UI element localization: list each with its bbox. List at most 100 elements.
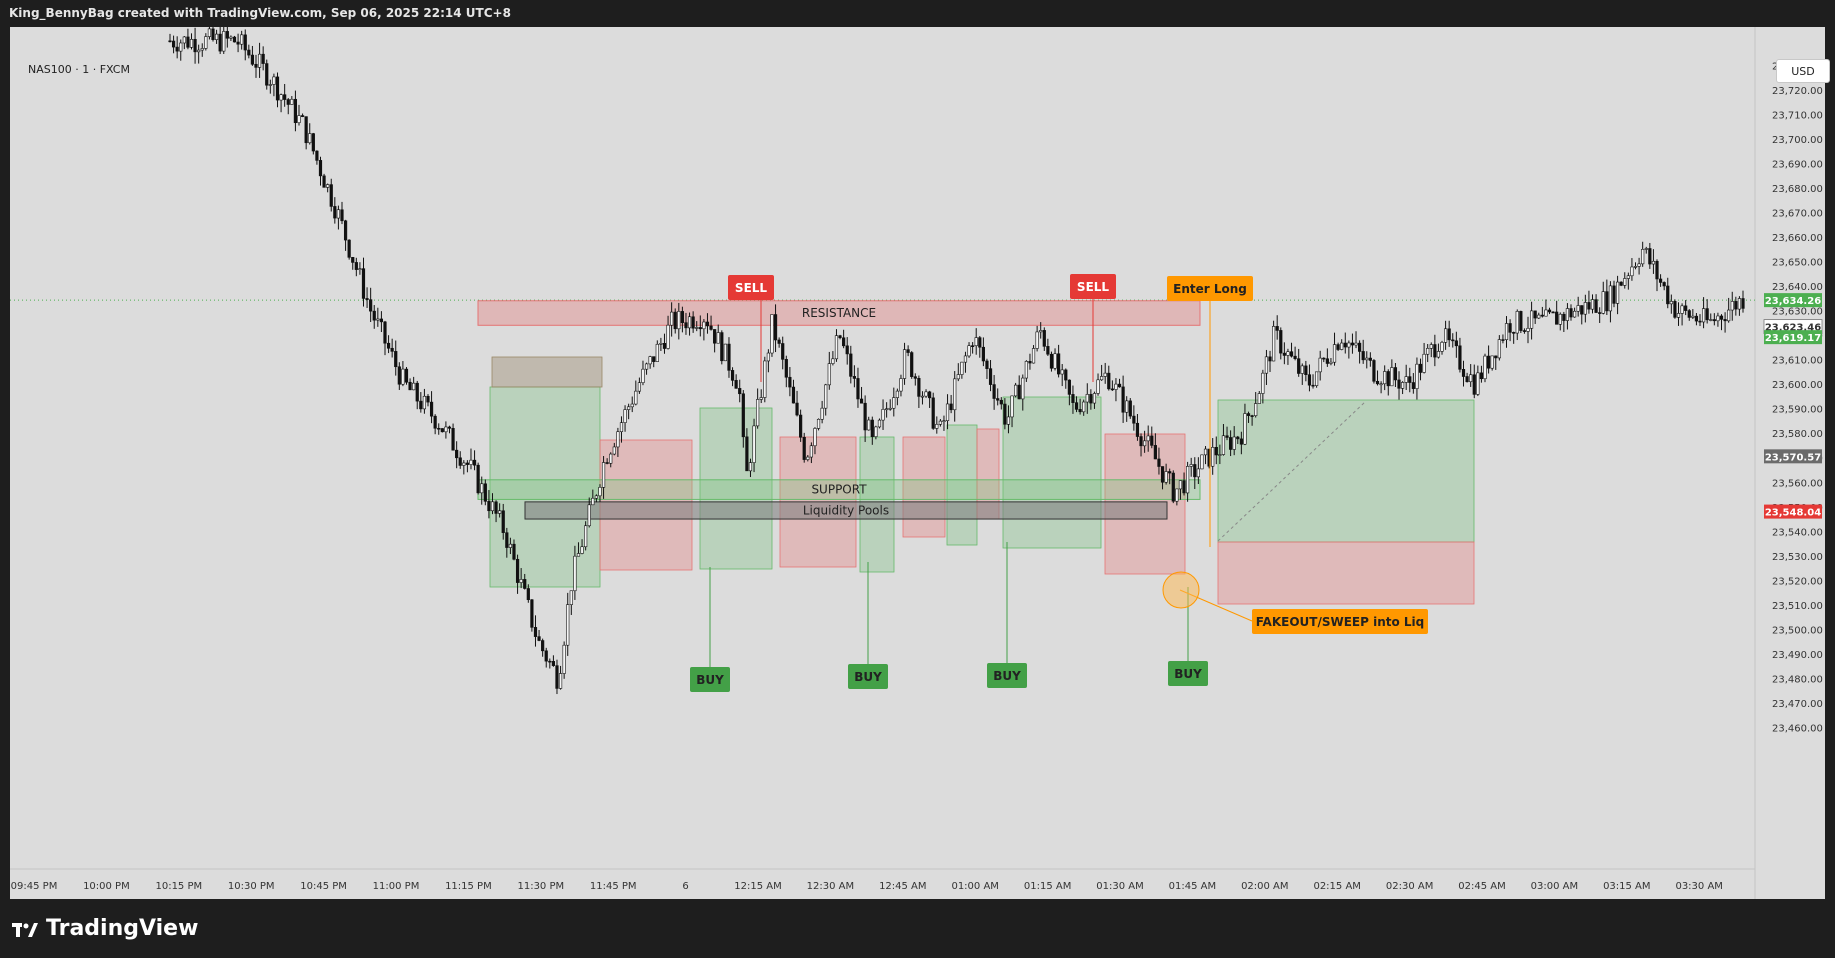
- candle-body: [1404, 376, 1408, 383]
- candle-body: [1261, 372, 1265, 394]
- candle-body: [885, 408, 889, 411]
- candle-body: [1193, 464, 1197, 478]
- x-tick-label: 11:45 PM: [590, 881, 637, 892]
- candle-body: [1100, 376, 1104, 381]
- candle-body: [1200, 454, 1204, 470]
- y-tick-label: 23,640.00: [1772, 282, 1823, 293]
- candle-body: [200, 48, 204, 51]
- x-tick-label: 01:00 AM: [951, 881, 998, 892]
- candle-body: [1580, 305, 1584, 315]
- candle-body: [519, 579, 523, 583]
- candle-body: [1031, 348, 1036, 364]
- y-tick-label: 23,520.00: [1772, 576, 1823, 587]
- zone-label: Liquidity Pools: [803, 503, 889, 517]
- candle-body: [1315, 371, 1319, 386]
- candle-body: [1336, 344, 1340, 350]
- candle-body: [1443, 328, 1448, 343]
- candle-body: [1655, 260, 1659, 280]
- candle-body: [1727, 309, 1731, 322]
- candle-body: [415, 382, 419, 402]
- candle-body: [1186, 466, 1190, 494]
- candle-body: [397, 366, 401, 385]
- price-marker-label: 23,548.04: [1765, 508, 1821, 519]
- x-tick-label: 02:00 AM: [1241, 881, 1288, 892]
- y-tick-label: 23,700.00: [1772, 135, 1823, 146]
- candle-body: [945, 403, 950, 421]
- price-marker-label: 23,623.46: [1765, 323, 1821, 334]
- candle-body: [845, 345, 849, 355]
- candle-body: [322, 175, 326, 188]
- candle-body: [806, 456, 810, 460]
- candle-body: [859, 398, 864, 404]
- candle-body: [773, 314, 778, 341]
- candle-body: [1268, 356, 1272, 362]
- candle-body: [1218, 454, 1222, 456]
- candle-body: [1433, 344, 1437, 358]
- price-marker: [1764, 293, 1822, 308]
- candle-body: [1401, 382, 1405, 389]
- candle-body: [1150, 435, 1154, 446]
- candle-body: [644, 363, 649, 370]
- chart-frame[interactable]: 23,460.00 23,470.00 23,480.00 23,490.00 23,5…: [10, 27, 1830, 899]
- signal-badge: [690, 667, 730, 692]
- candle-body: [426, 395, 430, 403]
- candle-body: [576, 553, 581, 557]
- candle-body: [795, 402, 799, 416]
- candle-body: [1447, 328, 1451, 341]
- footer: TradingView: [0, 900, 1835, 958]
- candle-body: [662, 343, 667, 349]
- candle-body: [698, 327, 702, 330]
- candle-body: [250, 54, 255, 65]
- candle-body: [1006, 416, 1011, 425]
- candle-body: [186, 36, 190, 48]
- candles: [168, 27, 1745, 695]
- candle-body: [623, 409, 627, 423]
- candle-body: [802, 436, 806, 460]
- candle-body: [992, 384, 996, 399]
- candle-body: [1211, 447, 1215, 467]
- candle-body: [691, 316, 695, 329]
- x-tick-label: 03:00 AM: [1531, 881, 1578, 892]
- candle-body: [1078, 409, 1082, 413]
- candle-body: [1741, 298, 1745, 309]
- candle-body: [247, 49, 251, 56]
- x-tick-label: 02:45 AM: [1458, 881, 1505, 892]
- candle-body: [1529, 310, 1534, 329]
- candle-body: [555, 665, 559, 689]
- y-tick-label: 23,650.00: [1772, 258, 1823, 269]
- y-tick-label: 23,720.00: [1772, 86, 1823, 97]
- candle-body: [1737, 298, 1742, 310]
- price-chart[interactable]: 23,460.00 23,470.00 23,480.00 23,490.00 23,5…: [10, 27, 1825, 899]
- candle-body: [1522, 330, 1527, 332]
- candle-body: [569, 590, 573, 605]
- candle-body: [189, 39, 194, 48]
- candle-body: [1662, 282, 1666, 287]
- candle-body: [383, 321, 387, 344]
- y-tick-label: 23,660.00: [1772, 233, 1823, 244]
- candle-body: [813, 428, 817, 447]
- candle-body: [677, 311, 681, 330]
- candle-body: [179, 42, 183, 52]
- candle-body: [1042, 330, 1046, 347]
- currency-badge[interactable]: USD: [1776, 59, 1830, 83]
- candle-body: [877, 419, 882, 428]
- candle-body: [1619, 281, 1623, 286]
- brand[interactable]: TradingView: [12, 916, 198, 941]
- candle-body: [1512, 332, 1516, 334]
- candle-body: [222, 31, 226, 52]
- candle-body: [902, 349, 907, 379]
- candle-body: [680, 311, 684, 323]
- candle-body: [1486, 355, 1491, 369]
- candle-body: [562, 644, 566, 674]
- candle-body: [1472, 374, 1476, 395]
- candle-body: [759, 397, 763, 400]
- price-marker-label: 23,619.17: [1765, 333, 1821, 344]
- candle-body: [1508, 323, 1512, 333]
- candle-body: [515, 558, 520, 583]
- candle-body: [1501, 339, 1505, 341]
- candle-body: [444, 426, 448, 433]
- candle-body: [1497, 339, 1501, 359]
- candle-body: [1325, 358, 1329, 364]
- signal-label: BUY: [993, 669, 1021, 683]
- candle-body: [240, 34, 244, 45]
